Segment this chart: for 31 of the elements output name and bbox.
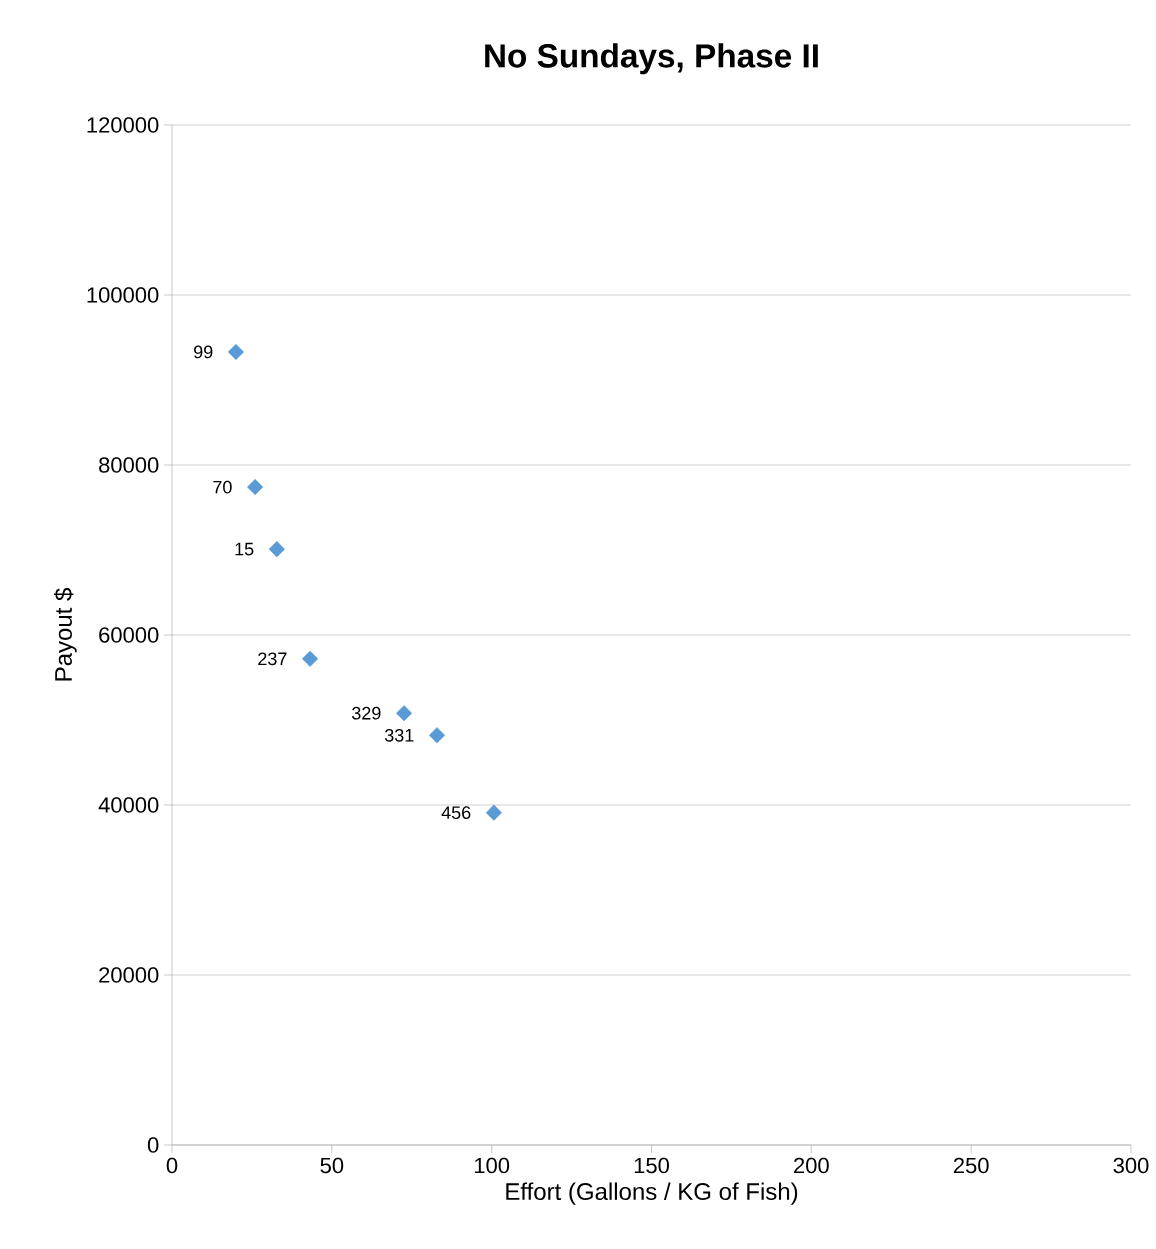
point bbox=[247, 479, 264, 496]
x-tick-label: 150 bbox=[634, 1157, 669, 1174]
point bbox=[396, 705, 413, 722]
annotation: 99 bbox=[194, 345, 213, 359]
point bbox=[428, 727, 446, 744]
annotation: 237 bbox=[258, 652, 287, 666]
point bbox=[227, 343, 244, 360]
annotation: 15 bbox=[235, 542, 254, 556]
annotation: 331 bbox=[384, 728, 414, 742]
point bbox=[485, 804, 502, 821]
annotation: 329 bbox=[352, 706, 381, 720]
y-tick-label: 0 bbox=[147, 1137, 159, 1153]
point bbox=[268, 541, 285, 558]
annotation: 456 bbox=[441, 806, 471, 820]
y-axis-title: Payout $ bbox=[53, 588, 77, 681]
x-tick-label: 100 bbox=[474, 1157, 510, 1174]
x-axis-title: Effort (Gallons / KG of Fish) bbox=[506, 1182, 798, 1205]
y-tick-label: 20000 bbox=[99, 967, 159, 983]
annotation: 70 bbox=[213, 480, 232, 494]
y-tick-label: 120000 bbox=[87, 117, 159, 133]
x-tick-label: 200 bbox=[794, 1157, 829, 1174]
y-tick-label: 40000 bbox=[98, 797, 159, 813]
point bbox=[302, 650, 319, 667]
x-tick-label: 50 bbox=[320, 1157, 344, 1174]
y-tick-label: 60000 bbox=[99, 627, 159, 643]
x-tick-label: 300 bbox=[1113, 1157, 1149, 1174]
y-tick-label: 100000 bbox=[87, 287, 159, 303]
x-tick-label: 250 bbox=[953, 1157, 989, 1174]
x-tick-label: 0 bbox=[166, 1157, 178, 1174]
y-tick-label: 80000 bbox=[99, 457, 159, 473]
chart-title: No Sundays, Phase II bbox=[485, 43, 818, 75]
